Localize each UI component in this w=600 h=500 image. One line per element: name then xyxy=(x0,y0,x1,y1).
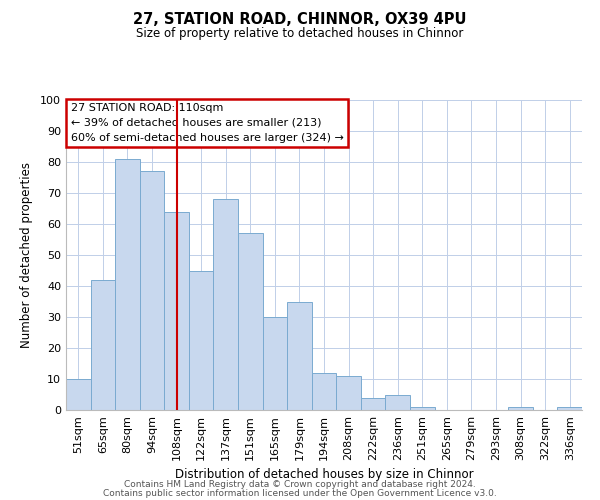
Bar xyxy=(336,376,361,410)
Bar xyxy=(140,172,164,410)
X-axis label: Distribution of detached houses by size in Chinnor: Distribution of detached houses by size … xyxy=(175,468,473,481)
Text: 27 STATION ROAD: 110sqm
← 39% of detached houses are smaller (213)
60% of semi-d: 27 STATION ROAD: 110sqm ← 39% of detache… xyxy=(71,103,344,142)
Bar xyxy=(238,234,263,410)
Bar xyxy=(410,407,434,410)
Y-axis label: Number of detached properties: Number of detached properties xyxy=(20,162,33,348)
Bar xyxy=(91,280,115,410)
Bar xyxy=(189,270,214,410)
Bar xyxy=(557,407,582,410)
Bar xyxy=(312,373,336,410)
Bar xyxy=(263,317,287,410)
Bar xyxy=(508,407,533,410)
Bar xyxy=(287,302,312,410)
Text: Size of property relative to detached houses in Chinnor: Size of property relative to detached ho… xyxy=(136,28,464,40)
Bar xyxy=(164,212,189,410)
Bar xyxy=(115,159,140,410)
Bar xyxy=(385,394,410,410)
Text: 27, STATION ROAD, CHINNOR, OX39 4PU: 27, STATION ROAD, CHINNOR, OX39 4PU xyxy=(133,12,467,28)
Text: Contains public sector information licensed under the Open Government Licence v3: Contains public sector information licen… xyxy=(103,489,497,498)
Bar xyxy=(361,398,385,410)
Bar xyxy=(214,199,238,410)
Text: Contains HM Land Registry data © Crown copyright and database right 2024.: Contains HM Land Registry data © Crown c… xyxy=(124,480,476,489)
Bar xyxy=(66,379,91,410)
